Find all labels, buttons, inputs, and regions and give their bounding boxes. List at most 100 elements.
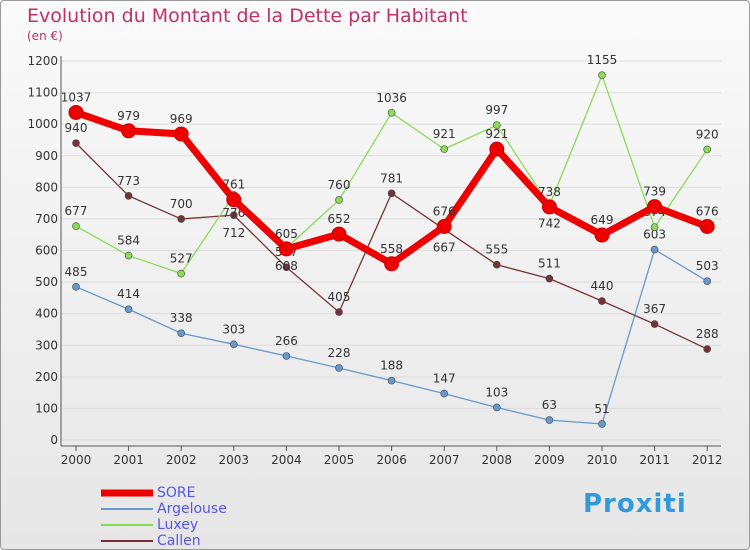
data-label: 558: [380, 242, 403, 256]
x-tick-label: 2008: [482, 453, 513, 467]
data-point: [124, 251, 133, 260]
data-label: 969: [170, 112, 193, 126]
data-point: [72, 139, 80, 147]
data-label: 760: [328, 178, 351, 192]
x-tick-label: 2010: [587, 453, 618, 467]
data-point: [598, 71, 606, 80]
x-tick-label: 2004: [271, 453, 302, 467]
y-tick-label: 100: [35, 401, 58, 415]
data-label: 338: [170, 311, 193, 325]
data-label: 667: [433, 240, 456, 254]
y-tick-label: 700: [35, 212, 58, 226]
data-point: [68, 104, 84, 120]
data-point: [703, 145, 712, 154]
data-point: [598, 420, 606, 428]
data-label: 147: [433, 372, 456, 386]
x-tick-label: 2005: [324, 453, 355, 467]
data-label: 103: [485, 385, 508, 399]
data-label: 51: [594, 402, 609, 416]
data-label: 584: [117, 234, 140, 248]
data-point: [647, 199, 663, 215]
y-tick-label: 900: [35, 149, 58, 163]
series-line: [75, 248, 708, 425]
data-point: [492, 260, 501, 269]
data-label: 63: [542, 398, 557, 412]
data-label: 555: [485, 243, 508, 257]
data-label: 414: [117, 287, 140, 301]
data-point: [230, 340, 238, 349]
data-label: 676: [433, 204, 456, 218]
data-label: 1155: [587, 53, 618, 67]
data-label: 649: [591, 213, 614, 227]
data-point: [440, 145, 449, 153]
data-point: [703, 345, 712, 353]
legend-sore: SORE: [157, 485, 196, 501]
data-label: 652: [328, 212, 351, 226]
y-tick-label: 500: [35, 275, 58, 289]
data-label: 761: [222, 178, 245, 192]
data-point: [387, 108, 396, 117]
data-point: [387, 376, 396, 385]
data-point: [335, 196, 343, 204]
data-point: [72, 283, 80, 291]
x-tick-label: 2007: [429, 453, 460, 467]
y-tick-label: 1100: [27, 86, 58, 100]
y-tick-label: 1000: [27, 117, 58, 131]
data-point: [545, 416, 554, 424]
data-point: [177, 215, 185, 223]
legend-argelouse: Argelouse: [157, 501, 227, 517]
data-point: [173, 126, 189, 142]
data-label: 527: [170, 252, 193, 266]
data-point: [121, 123, 137, 139]
data-label: 676: [696, 204, 719, 218]
x-tick-label: 2000: [61, 453, 92, 467]
data-point: [177, 269, 185, 278]
data-label: 503: [696, 259, 719, 273]
y-tick-label: 200: [35, 370, 58, 384]
x-tick-label: 2003: [219, 453, 250, 467]
data-point: [650, 245, 659, 254]
data-point: [124, 192, 133, 200]
data-point: [545, 274, 554, 283]
y-tick-label: 1200: [27, 54, 58, 68]
data-label: 921: [485, 127, 508, 141]
data-point: [699, 218, 715, 234]
data-point: [384, 256, 400, 272]
data-label: 608: [275, 259, 298, 273]
data-point: [440, 389, 449, 398]
data-point: [177, 329, 185, 338]
data-label: 367: [643, 302, 666, 316]
data-label: 979: [117, 109, 140, 123]
chart-title: Evolution du Montant de la Dette par Hab…: [27, 5, 468, 27]
data-label: 940: [65, 121, 88, 135]
legend-callen: Callen: [157, 533, 201, 549]
data-point: [650, 223, 659, 231]
data-label: 303: [222, 322, 245, 336]
data-label: 266: [275, 334, 298, 348]
data-point: [278, 241, 294, 257]
x-tick-label: 2006: [376, 453, 407, 467]
data-point: [282, 263, 291, 272]
data-point: [541, 199, 557, 215]
series-callen: 940773700712547405781667555511440367288: [65, 121, 719, 353]
data-label: 997: [485, 103, 508, 117]
data-label: 511: [538, 257, 561, 271]
data-label: 1037: [61, 90, 92, 104]
data-label: 773: [117, 174, 140, 188]
x-tick-label: 2002: [166, 453, 197, 467]
data-point: [230, 211, 238, 219]
data-point: [594, 227, 610, 243]
data-point: [598, 297, 606, 305]
series-sore: 1037 979 969 761 605 652 558 676 921 738 649 739 676: [61, 90, 719, 272]
data-point: [387, 189, 396, 198]
data-label: 739: [643, 185, 666, 199]
legend-luxey: Luxey: [157, 517, 199, 533]
data-label: 742: [538, 217, 561, 231]
data-label: 1036: [376, 91, 407, 105]
data-label: 603: [643, 228, 666, 242]
data-point: [72, 222, 80, 230]
data-point: [492, 403, 501, 412]
series-argelouse: 485 414 338 303 266 228 188 147 103 63 51 603 503: [65, 228, 719, 428]
data-point: [124, 305, 133, 314]
